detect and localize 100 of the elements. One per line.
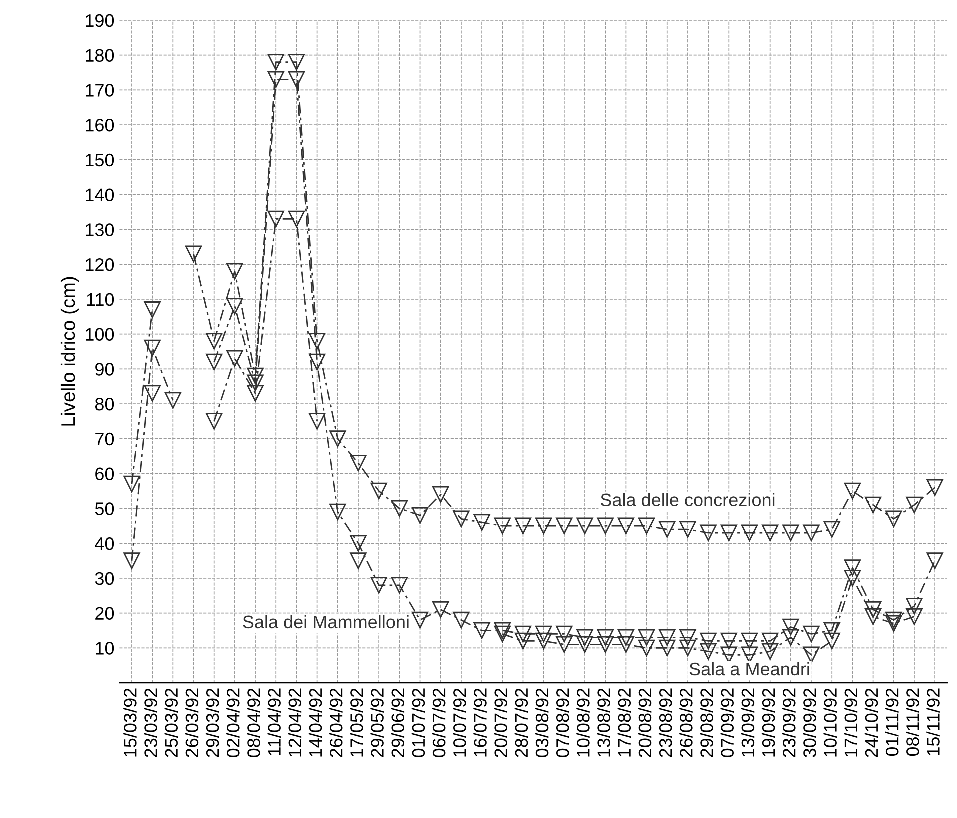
point [659,640,676,656]
point [659,629,676,646]
point [124,552,140,570]
x-tick-label: 08/04/92 [247,688,260,758]
y-tick-label: 70 [96,432,114,446]
point [720,524,738,542]
x-tick-label: 29/05/92 [370,688,384,758]
point [576,518,594,534]
x-tick-label: 02/04/92 [226,688,240,758]
point [268,71,284,88]
point [864,496,882,514]
point [762,524,779,542]
point [844,560,862,576]
point [288,54,306,71]
x-tick-label: 16/07/92 [474,688,487,757]
point [288,71,306,88]
point [700,524,717,542]
x-tick-label: 20/07/92 [494,688,508,758]
x-tick-label: 13/09/92 [741,688,755,757]
point [514,632,532,650]
point [886,615,902,632]
x-tick-label: 15/11/92 [926,688,940,756]
y-tick-label: 180 [86,49,114,62]
point [350,535,367,552]
point [741,632,758,650]
point [638,518,656,534]
point [124,476,140,493]
point [597,629,614,646]
point [824,622,840,640]
point [844,482,862,500]
point [226,298,244,315]
point [597,636,614,654]
point [330,430,346,448]
point [618,636,635,654]
point [144,385,161,402]
y-tick-label: 110 [87,293,114,306]
point [618,629,635,646]
point [308,354,326,371]
point [308,413,326,430]
point [268,54,284,71]
point [803,646,820,664]
point [680,640,696,656]
point [206,413,223,430]
point [803,626,820,643]
y-tick-label: 90 [96,363,114,376]
x-tick-label: 17/05/92 [350,688,364,757]
x-tick-label: 10/08/92 [576,688,590,757]
point [535,518,552,534]
point [926,479,944,496]
point [330,504,346,520]
x-tick-label: 29/06/92 [391,688,405,758]
x-tick-label: 29/08/92 [700,688,714,758]
point [638,629,656,646]
point [886,510,902,528]
y-tick-label: 40 [95,537,114,550]
point [906,598,923,615]
point [226,263,244,280]
point [494,626,511,643]
point [206,332,223,350]
point [370,577,388,594]
y-tick-label: 140 [86,188,114,202]
y-tick-label: 80 [95,398,114,411]
point [782,629,800,646]
x-tick-label: 30/09/92 [803,688,816,758]
point [741,524,758,542]
y-tick-label: 30 [95,572,114,586]
y-tick-label: 160 [86,119,114,132]
x-tick-label: 19/09/92 [762,688,776,757]
point [288,210,306,228]
point [762,632,779,650]
x-tick-label: 10/10/92 [824,688,837,757]
x-tick-label: 28/07/92 [514,688,528,758]
point [824,632,840,650]
x-tick-label: 07/08/92 [556,688,570,758]
point [638,640,656,656]
point [906,496,923,514]
y-tick-label: 150 [86,154,114,167]
x-tick-label: 29/03/92 [206,688,220,758]
series-label: Sala a Meandri [690,662,810,676]
x-tick-label: 23/08/92 [658,688,672,758]
point [618,518,635,534]
point [926,552,944,570]
x-tick-label: 10/07/92 [453,688,466,757]
point [906,608,923,626]
point [556,636,573,654]
point [268,210,284,228]
series-label: Sala dei Mammelloni [243,615,409,629]
y-axis-title: Livello idrico (cm) [60,277,80,426]
point [494,622,511,640]
x-tick-label: 13/08/92 [597,688,610,757]
x-tick-label: 01/07/92 [412,688,426,758]
point [412,612,429,629]
x-tick-label: 15/03/92 [124,688,137,757]
point [659,521,676,538]
point [514,518,532,534]
point [370,482,388,500]
y-tick-label: 50 [95,502,114,516]
point [308,332,326,350]
point [350,455,367,472]
x-tick-label: 03/08/92 [535,688,549,758]
